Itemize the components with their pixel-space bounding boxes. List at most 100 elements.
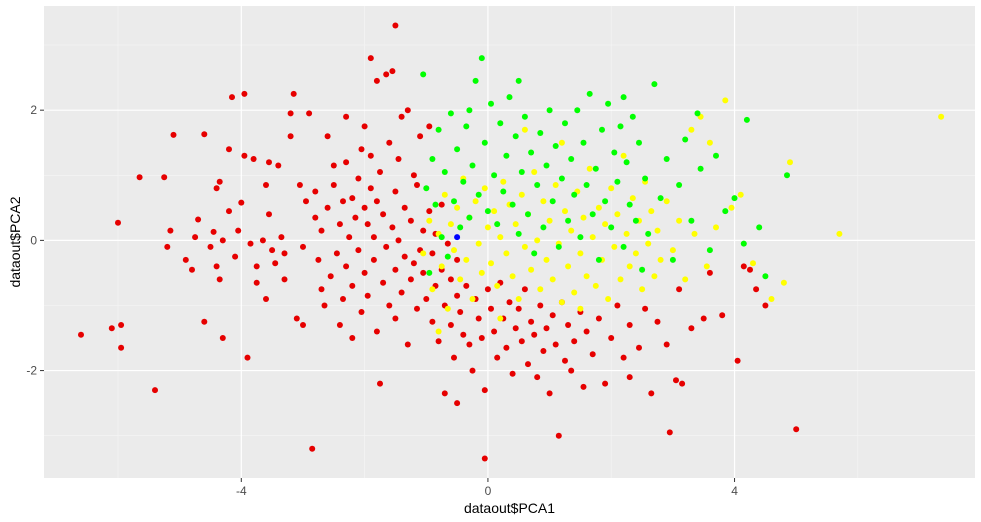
scatter-point: [241, 90, 248, 97]
scatter-point: [531, 331, 538, 338]
scatter-point: [543, 325, 550, 332]
scatter-point: [620, 354, 627, 361]
scatter-point: [719, 312, 726, 319]
scatter-point: [444, 253, 451, 260]
scatter-point: [691, 230, 698, 237]
scatter-point: [599, 126, 605, 133]
scatter-point: [189, 266, 195, 273]
scatter-point: [602, 198, 609, 205]
scatter-point: [537, 130, 544, 136]
scatter-point: [410, 172, 417, 179]
scatter-point: [472, 77, 479, 84]
scatter-point: [287, 133, 294, 140]
scatter-point: [377, 169, 383, 175]
scatter-point: [562, 357, 568, 364]
scatter-point: [330, 162, 337, 169]
scatter-point: [629, 113, 636, 120]
scatter-point: [373, 328, 380, 335]
scatter-point: [549, 198, 556, 205]
scatter-point: [534, 182, 541, 188]
x-tick-label: 0: [485, 484, 492, 498]
scatter-point: [417, 133, 424, 140]
scatter-point: [562, 208, 568, 215]
scatter-point: [201, 318, 208, 325]
scatter-point: [743, 116, 750, 123]
scatter-point: [460, 178, 467, 185]
scatter-point: [392, 22, 399, 29]
y-tick-label: -2: [26, 364, 37, 378]
scatter-point: [336, 221, 343, 228]
scatter-point: [586, 90, 593, 97]
scatter-point: [688, 126, 695, 133]
scatter-point: [367, 185, 374, 192]
scatter-point: [605, 100, 612, 107]
scatter-point: [512, 325, 519, 332]
scatter-point: [642, 305, 649, 312]
scatter-point: [595, 204, 602, 211]
scatter-point: [537, 302, 544, 309]
scatter-point: [543, 256, 550, 263]
scatter-point: [481, 139, 488, 146]
scatter-point: [266, 159, 272, 166]
scatter-point: [756, 224, 763, 231]
scatter-point: [457, 224, 464, 231]
scatter-point: [651, 273, 658, 280]
scatter-point: [349, 335, 356, 341]
scatter-point: [521, 113, 528, 120]
scatter-point: [426, 208, 433, 215]
scatter-point: [580, 383, 587, 390]
scatter-point: [441, 390, 448, 397]
scatter-point: [488, 260, 494, 267]
scatter-point: [626, 322, 633, 328]
scatter-point: [454, 204, 461, 211]
scatter-point: [438, 263, 445, 270]
scatter-point: [500, 188, 507, 195]
scatter-point: [494, 221, 501, 228]
scatter-point: [543, 162, 550, 169]
scatter-point: [407, 217, 414, 224]
scatter-point: [247, 240, 254, 247]
scatter-point: [478, 269, 485, 276]
scatter-point: [481, 387, 488, 394]
scatter-point: [620, 94, 627, 101]
scatter-point: [481, 455, 488, 462]
scatter-point: [438, 234, 445, 241]
scatter-point: [552, 182, 559, 188]
scatter-point: [762, 302, 769, 309]
scatter-point: [475, 315, 482, 322]
scatter-point: [663, 198, 670, 205]
scatter-point: [469, 367, 476, 374]
scatter-point: [355, 247, 362, 254]
scatter-point: [389, 68, 396, 75]
scatter-point: [648, 208, 655, 215]
scatter-point: [645, 240, 652, 247]
minor-gridlines: [44, 6, 975, 478]
scatter-point: [392, 188, 399, 195]
scatter-point: [525, 361, 531, 368]
scatter-point: [525, 211, 531, 218]
scatter-point: [466, 341, 473, 348]
scatter-point: [784, 172, 790, 179]
scatter-point: [531, 169, 538, 175]
scatter-point: [537, 286, 544, 293]
scatter-point: [488, 305, 494, 312]
scatter-point: [676, 182, 683, 188]
scatter-point: [164, 243, 171, 250]
scatter-point: [343, 263, 350, 270]
scatter-point: [300, 243, 306, 250]
scatter-point: [645, 230, 652, 237]
scatter-point: [404, 107, 411, 114]
scatter-point: [361, 204, 368, 211]
x-tick-label: -4: [236, 484, 247, 498]
scatter-point: [423, 296, 430, 302]
scatter-point: [414, 305, 420, 312]
scatter-point: [438, 201, 445, 208]
scatter-point: [688, 217, 695, 224]
scatter-point: [617, 123, 624, 130]
scatter-point: [611, 149, 618, 156]
scatter-point: [481, 185, 488, 192]
y-tick-label: 0: [30, 233, 37, 247]
scatter-point: [389, 224, 396, 231]
scatter-point: [571, 191, 578, 198]
